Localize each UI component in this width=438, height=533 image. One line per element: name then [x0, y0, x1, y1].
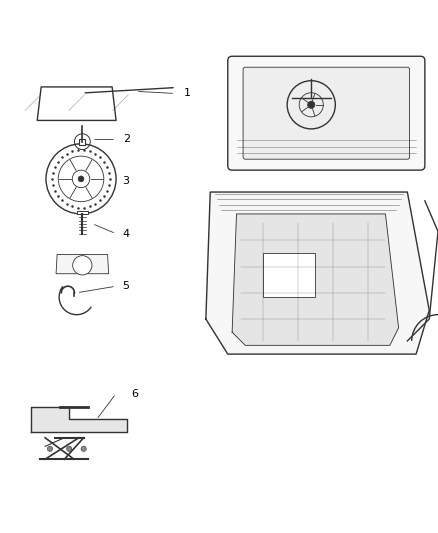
- Text: 6: 6: [131, 389, 138, 399]
- Circle shape: [78, 176, 84, 182]
- Polygon shape: [31, 407, 127, 432]
- Polygon shape: [56, 254, 109, 274]
- Bar: [77, 211, 88, 214]
- Text: 1: 1: [184, 88, 191, 99]
- Polygon shape: [232, 214, 399, 345]
- Polygon shape: [206, 192, 429, 354]
- Text: 2: 2: [123, 134, 130, 144]
- Text: 5: 5: [123, 281, 130, 291]
- Circle shape: [67, 446, 72, 451]
- Circle shape: [307, 101, 315, 108]
- Text: 4: 4: [123, 229, 130, 239]
- Circle shape: [81, 446, 86, 451]
- Circle shape: [47, 446, 53, 451]
- Circle shape: [73, 256, 92, 275]
- Text: 3: 3: [123, 176, 130, 186]
- FancyBboxPatch shape: [243, 67, 410, 159]
- FancyBboxPatch shape: [228, 56, 425, 170]
- Bar: [263, 253, 315, 297]
